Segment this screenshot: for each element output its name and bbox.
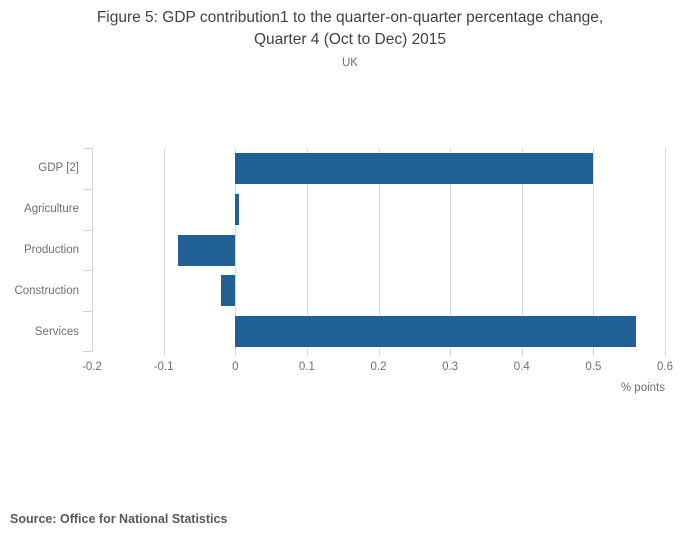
x-tick-label: 0.2 [370, 361, 387, 373]
gridline [306, 148, 308, 357]
x-tick-label: 0.3 [442, 361, 459, 373]
gridline [521, 148, 523, 357]
gridline [450, 148, 452, 357]
chart-subtitle: UK [342, 57, 358, 69]
y-axis-labels: GDP [2] Agriculture Production Construction… [0, 148, 79, 352]
gridline [235, 148, 237, 357]
category-label: Agriculture [24, 203, 79, 216]
bar-gdp-2 [235, 152, 594, 184]
gridline [163, 148, 165, 357]
bar-production [178, 234, 236, 266]
category-label: GDP [2] [38, 162, 79, 175]
category-axis-tick [83, 311, 92, 312]
source-note: Source: Office for National Statistics [10, 512, 228, 526]
plot-area [83, 148, 666, 357]
x-tick-label: 0.6 [657, 361, 673, 373]
gridline [665, 148, 666, 357]
bar-construction [220, 275, 236, 307]
x-tick-label: 0.5 [585, 361, 602, 373]
chart-title: Figure 5: GDP contribution1 to the quart… [0, 7, 700, 50]
x-axis-title: % points [620, 382, 665, 394]
category-axis-tick [83, 270, 92, 271]
category-label: Construction [14, 284, 79, 297]
gridline [593, 148, 595, 357]
gridline [378, 148, 380, 357]
x-axis-tick-labels: -0.2 -0.1 0 0.1 0.2 0.3 0.4 0.5 0.6 [82, 361, 673, 375]
category-label: Production [24, 243, 79, 256]
chart-title-line-1: Figure 5: GDP contribution1 to the quart… [96, 9, 604, 26]
category-label: Services [34, 325, 79, 338]
x-tick-label: -0.1 [153, 361, 174, 373]
x-tick-label: 0 [232, 361, 239, 373]
x-tick-label: 0.1 [298, 361, 315, 373]
category-axis-tick [83, 189, 92, 190]
chart-title-line-2: Quarter 4 (Oct to Dec) 2015 [253, 30, 447, 48]
x-tick-label: -0.2 [82, 361, 102, 373]
x-tick-label: 0.4 [513, 361, 530, 373]
category-axis-tick [83, 351, 92, 352]
bar-services [235, 316, 637, 348]
category-axis-tick [83, 148, 92, 149]
category-axis-tick [83, 230, 92, 231]
category-axis-line [92, 148, 93, 352]
bar-agriculture [235, 193, 239, 225]
